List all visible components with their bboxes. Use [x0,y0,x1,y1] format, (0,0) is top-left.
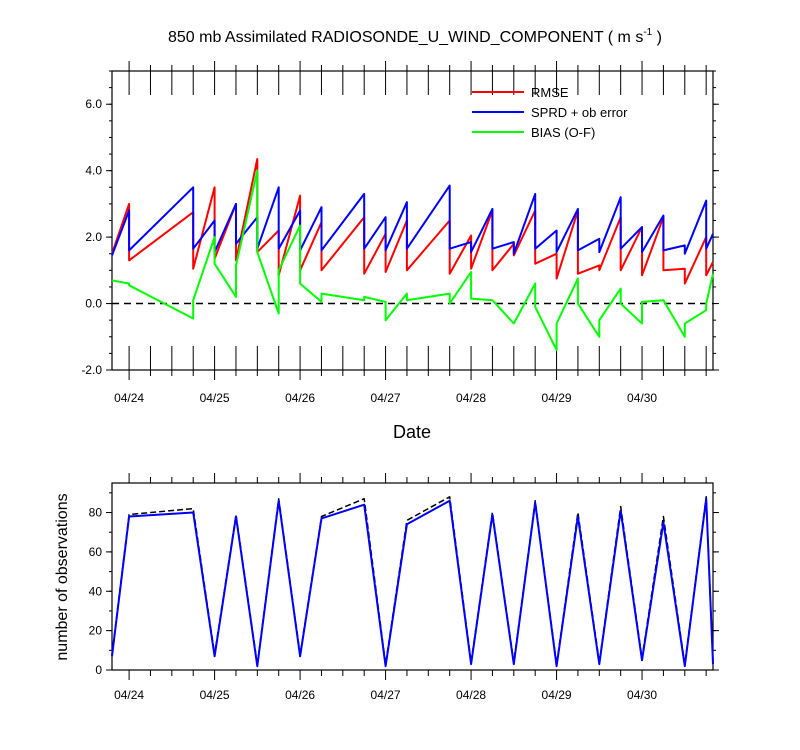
legend-label-bias: BIAS (O-F) [531,125,595,140]
series-line-rmse [111,158,714,285]
top-plot: -2.0 0.0 2.0 4.0 6.0 04/24 04/25 04/26 04/27 04/2… [81,61,719,405]
x-tick-label: 04/24 [114,688,144,702]
plot-frame [111,482,714,671]
x-tick-label: 04/27 [371,688,401,702]
x-tick-label: 04/26 [285,688,315,702]
x-tick-label: 04/30 [627,688,657,702]
y-tick-label: 40 [89,584,103,598]
x-tick-label: 04/28 [456,688,486,702]
x-tick-label: 04/29 [542,688,572,702]
legend: RMSE SPRD + ob error BIAS (O-F) [472,85,628,140]
series-line-obs_used [111,497,714,668]
y-tick-label: -2.0 [81,363,102,377]
series-line-spread [111,184,714,256]
x-tick-label: 04/30 [627,391,657,405]
x-tick-label: 04/27 [371,391,401,405]
y-tick-label: 0 [95,663,102,677]
x-tick-label: 04/28 [456,391,486,405]
y-tick-label: 0.0 [85,297,102,311]
x-tick-label: 04/25 [200,688,230,702]
legend-label-spread: SPRD + ob error [531,105,628,120]
x-tick-label: 04/26 [285,391,315,405]
chart-title: 850 mb Assimilated RADIOSONDE_U_WIND_COM… [168,27,662,46]
x-tick-label: 04/24 [114,391,144,405]
y-tick-label: 2.0 [85,230,102,244]
legend-label-rmse: RMSE [531,85,569,100]
y-tick-label: 6.0 [85,97,102,111]
title-end-text: ) [652,29,662,46]
x-axis-title: Date [393,422,431,442]
x-tick-label: 04/25 [200,391,230,405]
y-tick-label: 4.0 [85,164,102,178]
title-superscript: -1 [643,27,652,38]
bottom-plot: 0 20 40 60 80 04/24 04/25 04/26 04/27 04/28 04/29 0… [89,473,719,702]
title-main-text: 850 mb Assimilated RADIOSONDE_U_WIND_COM… [168,29,643,46]
series-line-bias [111,169,714,352]
y-tick-label: 20 [89,624,103,638]
y-tick-label: 60 [89,545,103,559]
y-tick-label: 80 [89,506,103,520]
x-tick-label: 04/29 [542,391,572,405]
y-axis-title-observations: number of observations [54,493,71,660]
